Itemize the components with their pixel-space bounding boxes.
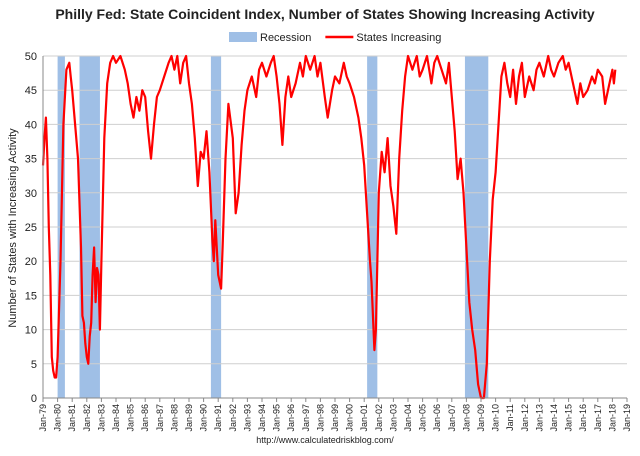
x-tick-label: Jan-06 [432,404,442,432]
y-tick-label: 25 [25,222,37,234]
y-tick-label: 20 [25,256,37,268]
x-tick-label: Jan-09 [476,404,486,432]
series-line [41,54,617,400]
x-tick-label: Jan-85 [126,404,136,432]
x-tick-label: Jan-10 [491,404,501,432]
x-tick-label: Jan-81 [67,404,77,432]
x-tick-label: Jan-99 [330,404,340,432]
x-tick-label: Jan-05 [418,404,428,432]
y-tick-label: 5 [31,359,37,371]
y-axis-label: Number of States with Increasing Activit… [7,128,19,328]
y-tick-label: 0 [31,393,37,405]
x-tick-label: Jan-87 [155,404,165,432]
y-tick-label: 30 [25,188,37,200]
y-tick-label: 35 [25,154,37,166]
x-tick-label: Jan-88 [169,404,179,432]
x-tick-label: Jan-94 [257,404,267,432]
x-tick-label: Jan-96 [286,404,296,432]
x-tick-label: Jan-91 [213,404,223,432]
legend-item: States Increasing [325,32,441,44]
x-tick-label: Jan-03 [388,404,398,432]
x-tick-label: Jan-83 [96,404,106,432]
x-tick-label: Jan-92 [228,404,238,432]
x-tick-label: Jan-93 [242,404,252,432]
legend-item: Recession [229,32,311,44]
series-layer [41,54,617,400]
x-tick-label: Jan-97 [301,404,311,432]
x-tick-label: Jan-07 [447,404,457,432]
x-tick-label: Jan-04 [403,404,413,432]
x-tick-label: Jan-89 [184,404,194,432]
x-tick-label: Jan-84 [111,404,121,432]
x-tick-label: Jan-98 [315,404,325,432]
x-tick-label: Jan-11 [505,404,515,431]
x-tick-label: Jan-00 [345,404,355,432]
y-tick-label: 50 [25,51,37,63]
x-tick-label: Jan-01 [359,404,369,432]
x-tick-label: Jan-02 [374,404,384,432]
x-tick-label: Jan-79 [38,404,48,432]
x-tick-label: Jan-82 [82,404,92,432]
x-tick-label: Jan-17 [593,404,603,432]
chart-title: Philly Fed: State Coincident Index, Numb… [55,6,595,22]
x-tick-label: Jan-14 [549,404,559,432]
x-tick-label: Jan-19 [622,404,632,432]
x-tick-label: Jan-80 [53,404,63,432]
x-tick-label: Jan-15 [564,404,574,432]
x-tick-label: Jan-18 [607,404,617,432]
y-tick-label: 15 [25,290,37,302]
x-tick-label: Jan-95 [272,404,282,432]
y-axis: 0 5 10 15 20 25 30 35 40 45 50 [25,51,44,405]
x-tick-label: Jan-12 [520,404,530,432]
legend-label: States Increasing [356,32,441,44]
source-label: http://www.calculatedriskblog.com/ [256,435,394,445]
x-axis: Jan-79 Jan-80 Jan-81 Jan-82 Jan-83 Jan-84 Jan-… [38,397,632,432]
x-tick-label: Jan-16 [578,404,588,432]
x-tick-label: Jan-86 [140,404,150,432]
legend-label: Recession [260,32,311,44]
legend: Recession States Increasing [229,32,441,44]
y-tick-label: 10 [25,325,37,337]
x-tick-label: Jan-08 [461,404,471,432]
legend-swatch-band [229,32,257,42]
x-tick-label: Jan-90 [199,404,209,432]
gridlines [43,55,627,365]
y-tick-label: 45 [25,85,37,97]
x-tick-label: Jan-13 [534,404,544,432]
y-tick-label: 40 [25,119,37,131]
